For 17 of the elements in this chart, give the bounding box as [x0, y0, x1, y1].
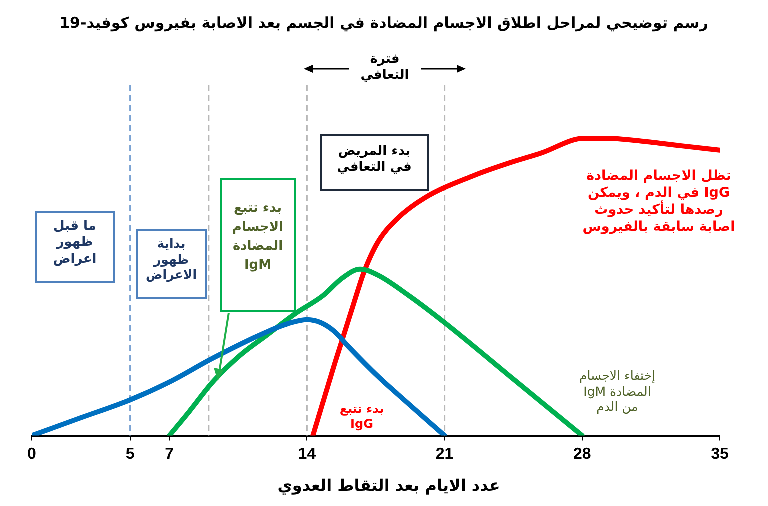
- x-tick-label: 14: [298, 446, 316, 463]
- annotation: تظل الاجسام المضادة IgG في الدم ، ويمكن رصدها لتأكيد حدوث اصابة سابقة بالفيروس: [582, 168, 736, 236]
- x-tick-label: 7: [165, 446, 174, 463]
- x-axis-title: عدد الايام بعد التقاط العدوي: [276, 476, 502, 496]
- annotation: بداية ظهور الاعراض: [136, 229, 207, 299]
- text: فترة التعافي: [360, 52, 410, 84]
- annotation: ما قبل ظهور اعراض: [35, 211, 115, 283]
- annotation: إختفاء الاجسام المضادة IgM من الدم: [578, 368, 656, 415]
- x-tick-label: 0: [28, 446, 37, 463]
- x-tick-label: 28: [574, 446, 592, 463]
- x-tick-label: 5: [126, 446, 135, 463]
- x-tick-label: 35: [711, 446, 729, 463]
- annotation: بدء المريض في التعافي: [320, 134, 429, 191]
- annotation: بدء تتبع الاجسام المضادة IgM: [220, 178, 296, 312]
- chart-title: رسم توضيحي لمراحل اطلاق الاجسام المضادة في الجسم بعد الاصابة بفيروس كوفيد-19: [58, 14, 710, 33]
- x-tick-label: 21: [436, 446, 454, 463]
- annotation: بدء تتبع IgG: [338, 402, 386, 432]
